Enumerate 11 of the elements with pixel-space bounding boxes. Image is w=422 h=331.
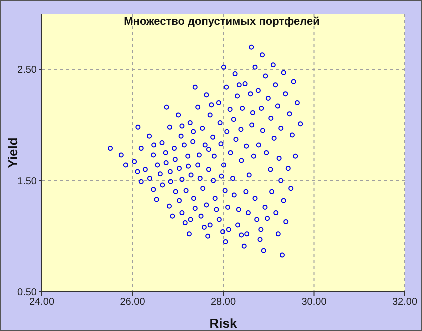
x-tick-label: 30.00 [302,297,328,308]
x-axis-title: Risk [210,316,238,331]
x-tick-label: 26.00 [120,297,146,308]
y-axis-title: Yield [6,138,21,168]
x-tick-label: 24.00 [29,297,55,308]
x-tick-label: 28.00 [210,297,236,308]
y-tick-label: 2.50 [18,65,38,76]
chart-title: Множество допустимых портфелей [124,16,320,28]
y-tick-label: 1.50 [18,176,38,188]
x-tick-label: 32.00 [392,297,418,308]
y-tick-label: 0.50 [18,288,38,299]
